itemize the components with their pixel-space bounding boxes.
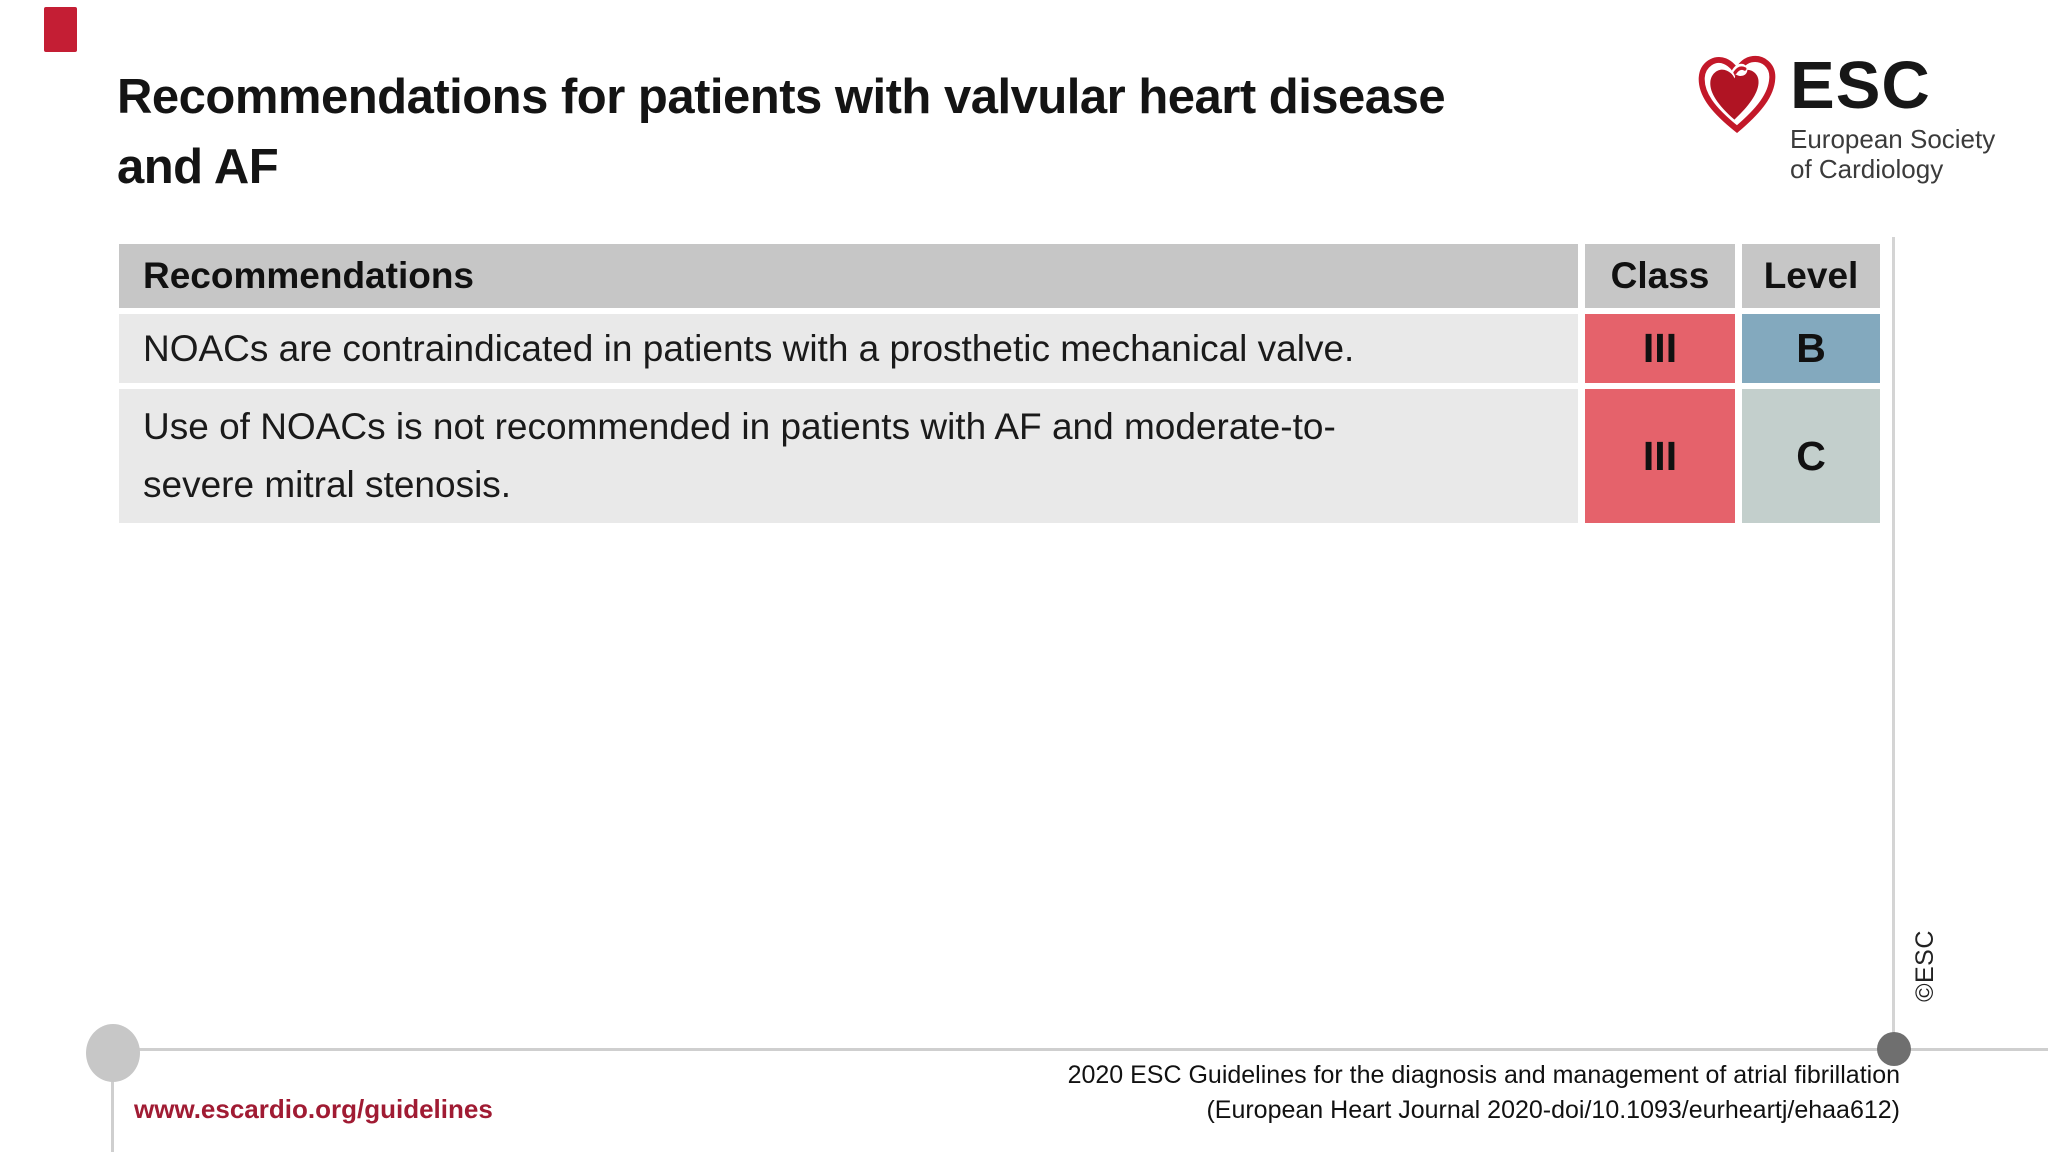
citation-line-2: (European Heart Journal 2020-doi/10.1093… [1206,1096,1900,1124]
esc-logo-subtitle-line-1: European Society [1790,124,1996,154]
table-row-1-recommendation: NOACs are contraindicated in patients wi… [119,314,1578,383]
esc-logo-subtitle: European Society of Cardiology [1790,124,1995,184]
table-row-2-level-badge: C [1742,389,1880,523]
citation-line-1: 2020 ESC Guidelines for the diagnosis an… [1067,1061,1900,1089]
column-header-class: Class [1585,244,1735,308]
esc-logo-subtitle-line-2: of Cardiology [1790,154,1944,184]
footer-horizontal-rule [110,1048,2048,1051]
table-row-1-level-badge: B [1742,314,1880,383]
column-header-level: Level [1742,244,1880,308]
esc-logo-text: ESC European Society of Cardiology [1790,48,1995,185]
esc-logo-acronym: ESC [1790,48,1931,123]
table-row-2-recommendation: Use of NOACs is not recommended in patie… [119,389,1578,523]
column-header-recommendations: Recommendations [119,244,1578,308]
page-title-line-1: Recommendations for patients with valvul… [117,70,1446,124]
citation-block: 2020 ESC Guidelines for the diagnosis an… [1068,1058,1900,1128]
page-title: Recommendations for patients with valvul… [117,62,1446,202]
guidelines-url-link[interactable]: www.escardio.org/guidelines [134,1094,493,1124]
table-row-2-class-badge: III [1585,389,1735,523]
footer-right-circle [1877,1032,1911,1066]
right-vertical-rule [1892,237,1895,1048]
recommendation-text-line-1: Use of NOACs is not recommended in patie… [143,406,1336,447]
page-title-line-2: and AF [117,140,279,194]
corner-accent-bar [44,7,77,52]
footer-left-circle [86,1024,140,1082]
recommendation-text: NOACs are contraindicated in patients wi… [143,327,1355,369]
recommendation-text-line-2: severe mitral stenosis. [143,464,512,505]
left-vertical-rule [111,1052,114,1152]
table-row-1-class-badge: III [1585,314,1735,383]
esc-copyright-label: ©ESC [1910,930,1939,1002]
esc-heart-icon [1698,56,1776,134]
recommendations-table: Recommendations Class Level NOACs are co… [119,244,1880,523]
esc-logo: ESC European Society of Cardiology [1694,50,1995,184]
